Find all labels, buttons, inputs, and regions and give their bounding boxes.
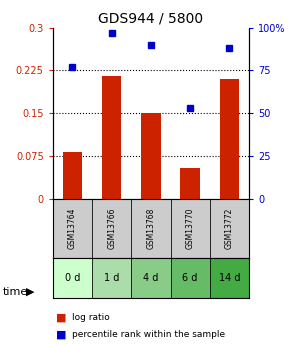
FancyBboxPatch shape [210,199,249,258]
Title: GDS944 / 5800: GDS944 / 5800 [98,11,203,25]
Bar [220,79,239,199]
FancyBboxPatch shape [131,199,171,258]
FancyBboxPatch shape [210,258,249,298]
Text: time: time [3,287,28,296]
FancyBboxPatch shape [92,199,131,258]
Text: 4 d: 4 d [143,273,159,283]
Bar [141,113,161,199]
Bar [102,76,121,199]
Text: GSM13768: GSM13768 [146,208,155,249]
Text: GSM13766: GSM13766 [107,208,116,249]
FancyBboxPatch shape [53,258,92,298]
Text: 1 d: 1 d [104,273,119,283]
Text: GSM13764: GSM13764 [68,208,77,249]
Text: 14 d: 14 d [219,273,240,283]
Bar [63,151,82,199]
FancyBboxPatch shape [53,199,92,258]
Text: ■: ■ [56,313,66,322]
Text: GSM13772: GSM13772 [225,208,234,249]
Text: 0 d: 0 d [65,273,80,283]
FancyBboxPatch shape [171,199,210,258]
FancyBboxPatch shape [171,258,210,298]
Text: ■: ■ [56,330,66,339]
FancyBboxPatch shape [131,258,171,298]
Text: 6 d: 6 d [183,273,198,283]
Text: ▶: ▶ [26,287,35,296]
Text: GSM13770: GSM13770 [186,208,195,249]
Bar [180,168,200,199]
FancyBboxPatch shape [92,258,131,298]
Text: log ratio: log ratio [72,313,110,322]
Text: percentile rank within the sample: percentile rank within the sample [72,330,225,339]
